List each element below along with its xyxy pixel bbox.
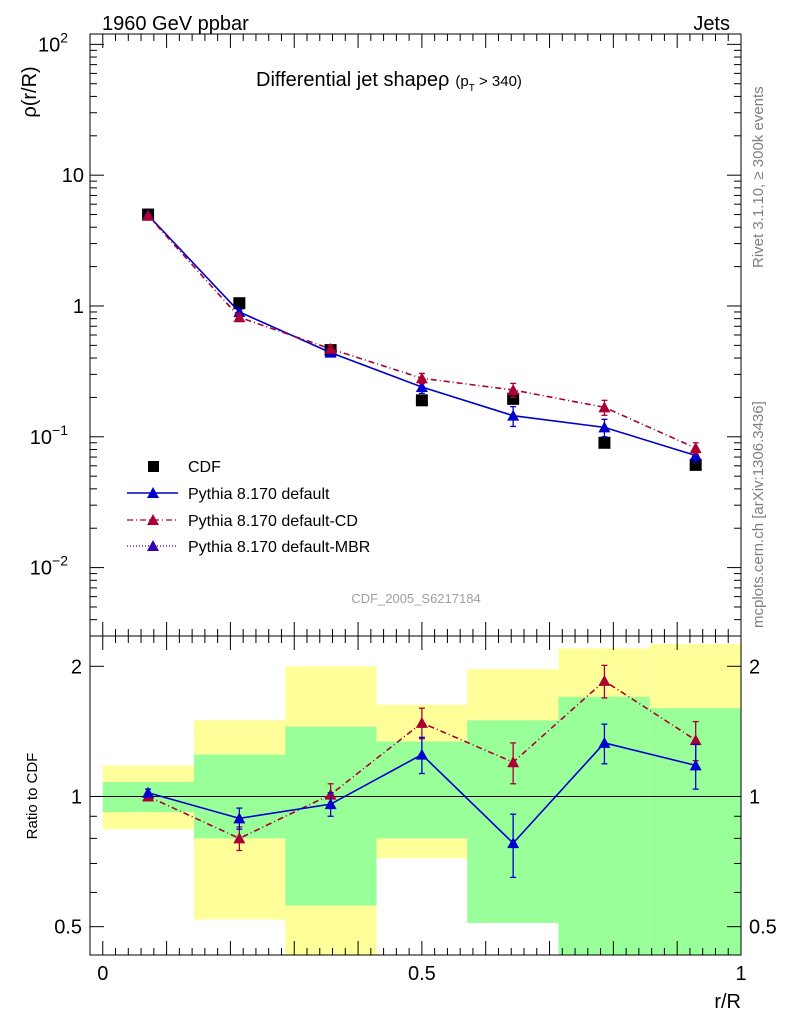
bottom-ylabel: Ratio to CDF — [24, 753, 41, 840]
side-label-bottom: mcplots.cern.ch [arXiv:1306.3436] — [750, 401, 767, 628]
ratio-point-cd — [233, 832, 246, 844]
top-line-default — [147, 214, 696, 457]
bottom-ytick-label-right: 2 — [749, 656, 760, 678]
bottom-plot-frame — [89, 635, 742, 956]
ratio-point-default — [598, 736, 611, 748]
legend-marker-cd — [147, 514, 159, 525]
bottom-xtick-label: 1 — [735, 963, 746, 985]
top-point-cdf — [233, 297, 246, 310]
ratio-point-default — [324, 798, 337, 810]
top-point-cdf — [415, 394, 428, 407]
ratio-point-cd — [507, 756, 520, 768]
top-point-cd — [689, 442, 702, 454]
top-ytick-label: 10−1 — [30, 422, 68, 449]
top-point-cd — [598, 401, 611, 413]
top-point-cd — [415, 372, 428, 384]
bottom-ytick-label: 1 — [71, 786, 82, 808]
top-ytick-label: 10 — [62, 165, 84, 187]
top-point-cdf — [507, 392, 520, 405]
ratio-point-cd — [598, 674, 611, 686]
side-label-top: Rivet 3.1.10, ≥ 300k events — [750, 86, 767, 268]
bottom-xtick-label: 0.5 — [408, 963, 436, 985]
ratio-bands — [102, 644, 741, 955]
legend-label-mbr: Pythia 8.170 default-MBR — [188, 539, 370, 556]
top-ytick-label: 1 — [73, 296, 84, 318]
bottom-xtick-label: 0 — [97, 963, 108, 985]
top-ytick-label: 102 — [38, 29, 68, 56]
top-point-default — [507, 409, 520, 421]
legend-marker-cdf — [148, 461, 159, 472]
top-ylabel: ρ(r/R) — [19, 66, 41, 117]
legend-label-cdf: CDF — [188, 459, 221, 476]
plot-series — [142, 208, 702, 879]
chart-title: Differential jet shapeρ (pT > 340) — [256, 69, 522, 94]
top-point-default — [415, 381, 428, 393]
ratio-point-cd — [689, 734, 702, 746]
top-point-cd — [324, 342, 337, 354]
bottom-xlabel: r/R — [714, 991, 741, 1013]
bottom-ytick-label-right: 1 — [749, 786, 760, 808]
ratio-point-default — [507, 837, 520, 849]
analysis-watermark: CDF_2005_S6217184 — [351, 591, 480, 606]
top-line-cd — [147, 215, 697, 449]
top-point-default — [598, 421, 611, 433]
axis-ticks: 102 10 1 10−1 10−2 0 0.5 1 0.5 0.5 1 1 2 2 — [30, 29, 777, 985]
legend-marker-default — [147, 487, 159, 498]
bottom-ytick-label-right: 0.5 — [749, 917, 777, 939]
header-right: Jets — [693, 13, 730, 35]
ratio-point-default — [415, 748, 428, 760]
ratio-point-default — [233, 812, 246, 824]
top-ytick-label: 10−2 — [30, 553, 68, 580]
top-point-cd — [233, 311, 246, 323]
top-point-default — [689, 449, 702, 461]
top-point-cd — [507, 383, 520, 395]
legend: CDF Pythia 8.170 default Pythia 8.170 de… — [127, 459, 370, 556]
legend-label-default: Pythia 8.170 default — [188, 486, 330, 503]
ratio-point-default — [689, 759, 702, 771]
ratio-point-cd — [415, 716, 428, 728]
top-point-cd — [142, 209, 155, 221]
bottom-ytick-label: 2 — [71, 656, 82, 678]
bottom-ytick-label: 0.5 — [54, 917, 82, 939]
top-point-cdf — [598, 436, 611, 449]
ratio-point-default — [142, 786, 155, 798]
legend-marker-mbr — [147, 540, 159, 551]
legend-label-cd: Pythia 8.170 default-CD — [188, 513, 358, 530]
header-left: 1960 GeV ppbar — [102, 13, 249, 35]
